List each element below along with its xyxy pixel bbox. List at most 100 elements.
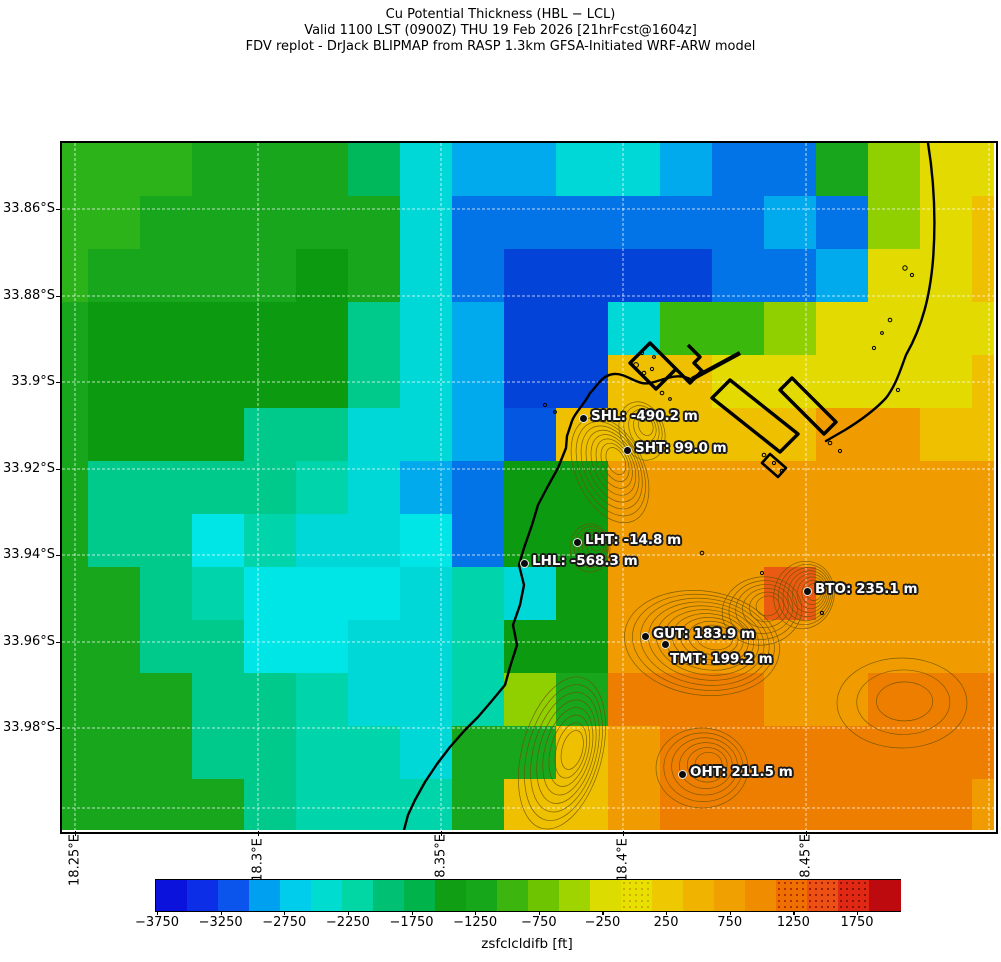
contour-ring: [656, 605, 760, 676]
colorbar-segment: [435, 880, 467, 911]
contour-ring: [856, 669, 951, 735]
contour-ring: [560, 730, 584, 770]
grid-cell: [608, 249, 661, 303]
station-marker-shl: [578, 413, 588, 423]
y-tick-label: 33.86°S: [3, 201, 55, 216]
grid-cell: [296, 196, 349, 250]
grid-cell: [764, 143, 817, 197]
contour-ring: [575, 421, 646, 517]
station-marker-lhl: [519, 558, 529, 568]
colorbar-tick-label: −250: [584, 915, 621, 930]
grid-cell: [868, 514, 921, 568]
y-tick-label: 33.92°S: [3, 461, 55, 476]
colorbar-segment: [249, 880, 281, 911]
lat-lon-gridlines: [62, 143, 994, 830]
colorbar-tick-label: −750: [520, 915, 557, 930]
grid-cell: [400, 461, 453, 515]
grid-cell: [400, 196, 453, 250]
grid-cell: [816, 302, 869, 356]
grid-cell: [244, 249, 297, 303]
y-tick-mark: [56, 468, 61, 470]
colorbar-segment: [218, 880, 250, 911]
grid-cell: [452, 249, 505, 303]
grid-cell: [920, 461, 973, 515]
y-tick-label: 33.88°S: [3, 288, 55, 303]
contour-ring: [773, 560, 835, 630]
grid-cell: [504, 514, 557, 568]
grid-cell: [816, 567, 869, 621]
colorbar-tick-mark: [284, 911, 286, 915]
colorbar-stipple: [776, 880, 807, 911]
colorbar-tick-mark: [602, 911, 604, 915]
grid-cell: [452, 620, 505, 674]
grid-cell: [192, 461, 245, 515]
grid-cell: [764, 514, 817, 568]
contour-ring: [554, 722, 587, 779]
contour-ring: [728, 580, 798, 640]
grid-cell: [88, 143, 141, 197]
colorbar-segment: [528, 880, 560, 911]
grid-cell: [504, 673, 557, 727]
x-tick-label: 18.25°E: [67, 834, 83, 886]
contour-ring: [605, 447, 627, 475]
grid-cell: [140, 514, 193, 568]
grid-cell: [816, 514, 869, 568]
grid-cell: [816, 461, 869, 515]
grid-cell: [556, 620, 609, 674]
grid-cell: [608, 514, 661, 568]
station-label-sht: SHT: 99.0 m: [635, 440, 727, 456]
grid-cell: [764, 461, 817, 515]
contour-ring: [569, 523, 611, 573]
grid-cell: [816, 620, 869, 674]
contour-ring: [633, 412, 657, 443]
contour-ring: [688, 620, 739, 656]
islet-specks: [542, 265, 915, 616]
colorbar-tick-label: 250: [653, 915, 679, 930]
grid-cell: [192, 408, 245, 462]
contour-ring: [680, 617, 744, 661]
grid-cell: [296, 249, 349, 303]
contour-ring: [518, 676, 606, 830]
x-tick-mark: [257, 831, 259, 836]
grid-cell: [452, 196, 505, 250]
grid-cell: [88, 196, 141, 250]
grid-cell: [296, 726, 349, 780]
grid-cell: [660, 143, 713, 197]
grid-cell: [608, 673, 661, 727]
y-tick-label: 33.98°S: [3, 720, 55, 735]
grid-cell: [556, 302, 609, 356]
contour-ring: [836, 657, 968, 749]
x-tick-mark: [622, 831, 624, 836]
grid-cell: [348, 302, 401, 356]
grid-cell: [660, 514, 713, 568]
contour-ring: [542, 707, 594, 796]
grid-cell: [504, 408, 557, 462]
grid-cell: [400, 514, 453, 568]
grid-cell: [868, 461, 921, 515]
harbor-pier-2: [778, 376, 838, 436]
grid-cell: [608, 620, 661, 674]
contour-ring: [792, 573, 828, 614]
grid-cell: [920, 514, 973, 568]
grid-cell: [764, 779, 817, 830]
contour-ring: [755, 595, 780, 617]
grid-cell: [296, 143, 349, 197]
grid-cell: [452, 514, 505, 568]
y-tick-mark: [56, 381, 61, 383]
grid-cell: [660, 196, 713, 250]
harbor-pier-1: [710, 378, 800, 454]
grid-cell: [764, 726, 817, 780]
contour-ring: [796, 576, 826, 609]
colorbar-tick-mark: [157, 911, 159, 915]
grid-cell: [140, 196, 193, 250]
grid-cell: [608, 196, 661, 250]
colorbar-tick-label: 1750: [840, 915, 874, 930]
grid-cell: [348, 567, 401, 621]
station-label-lhl: LHL: -568.3 m: [532, 553, 638, 569]
contour-ring: [586, 534, 605, 556]
grid-cell: [140, 408, 193, 462]
station-marker-sht: [622, 445, 632, 455]
harbor-quay-hook: [674, 343, 704, 385]
grid-cell: [400, 673, 453, 727]
